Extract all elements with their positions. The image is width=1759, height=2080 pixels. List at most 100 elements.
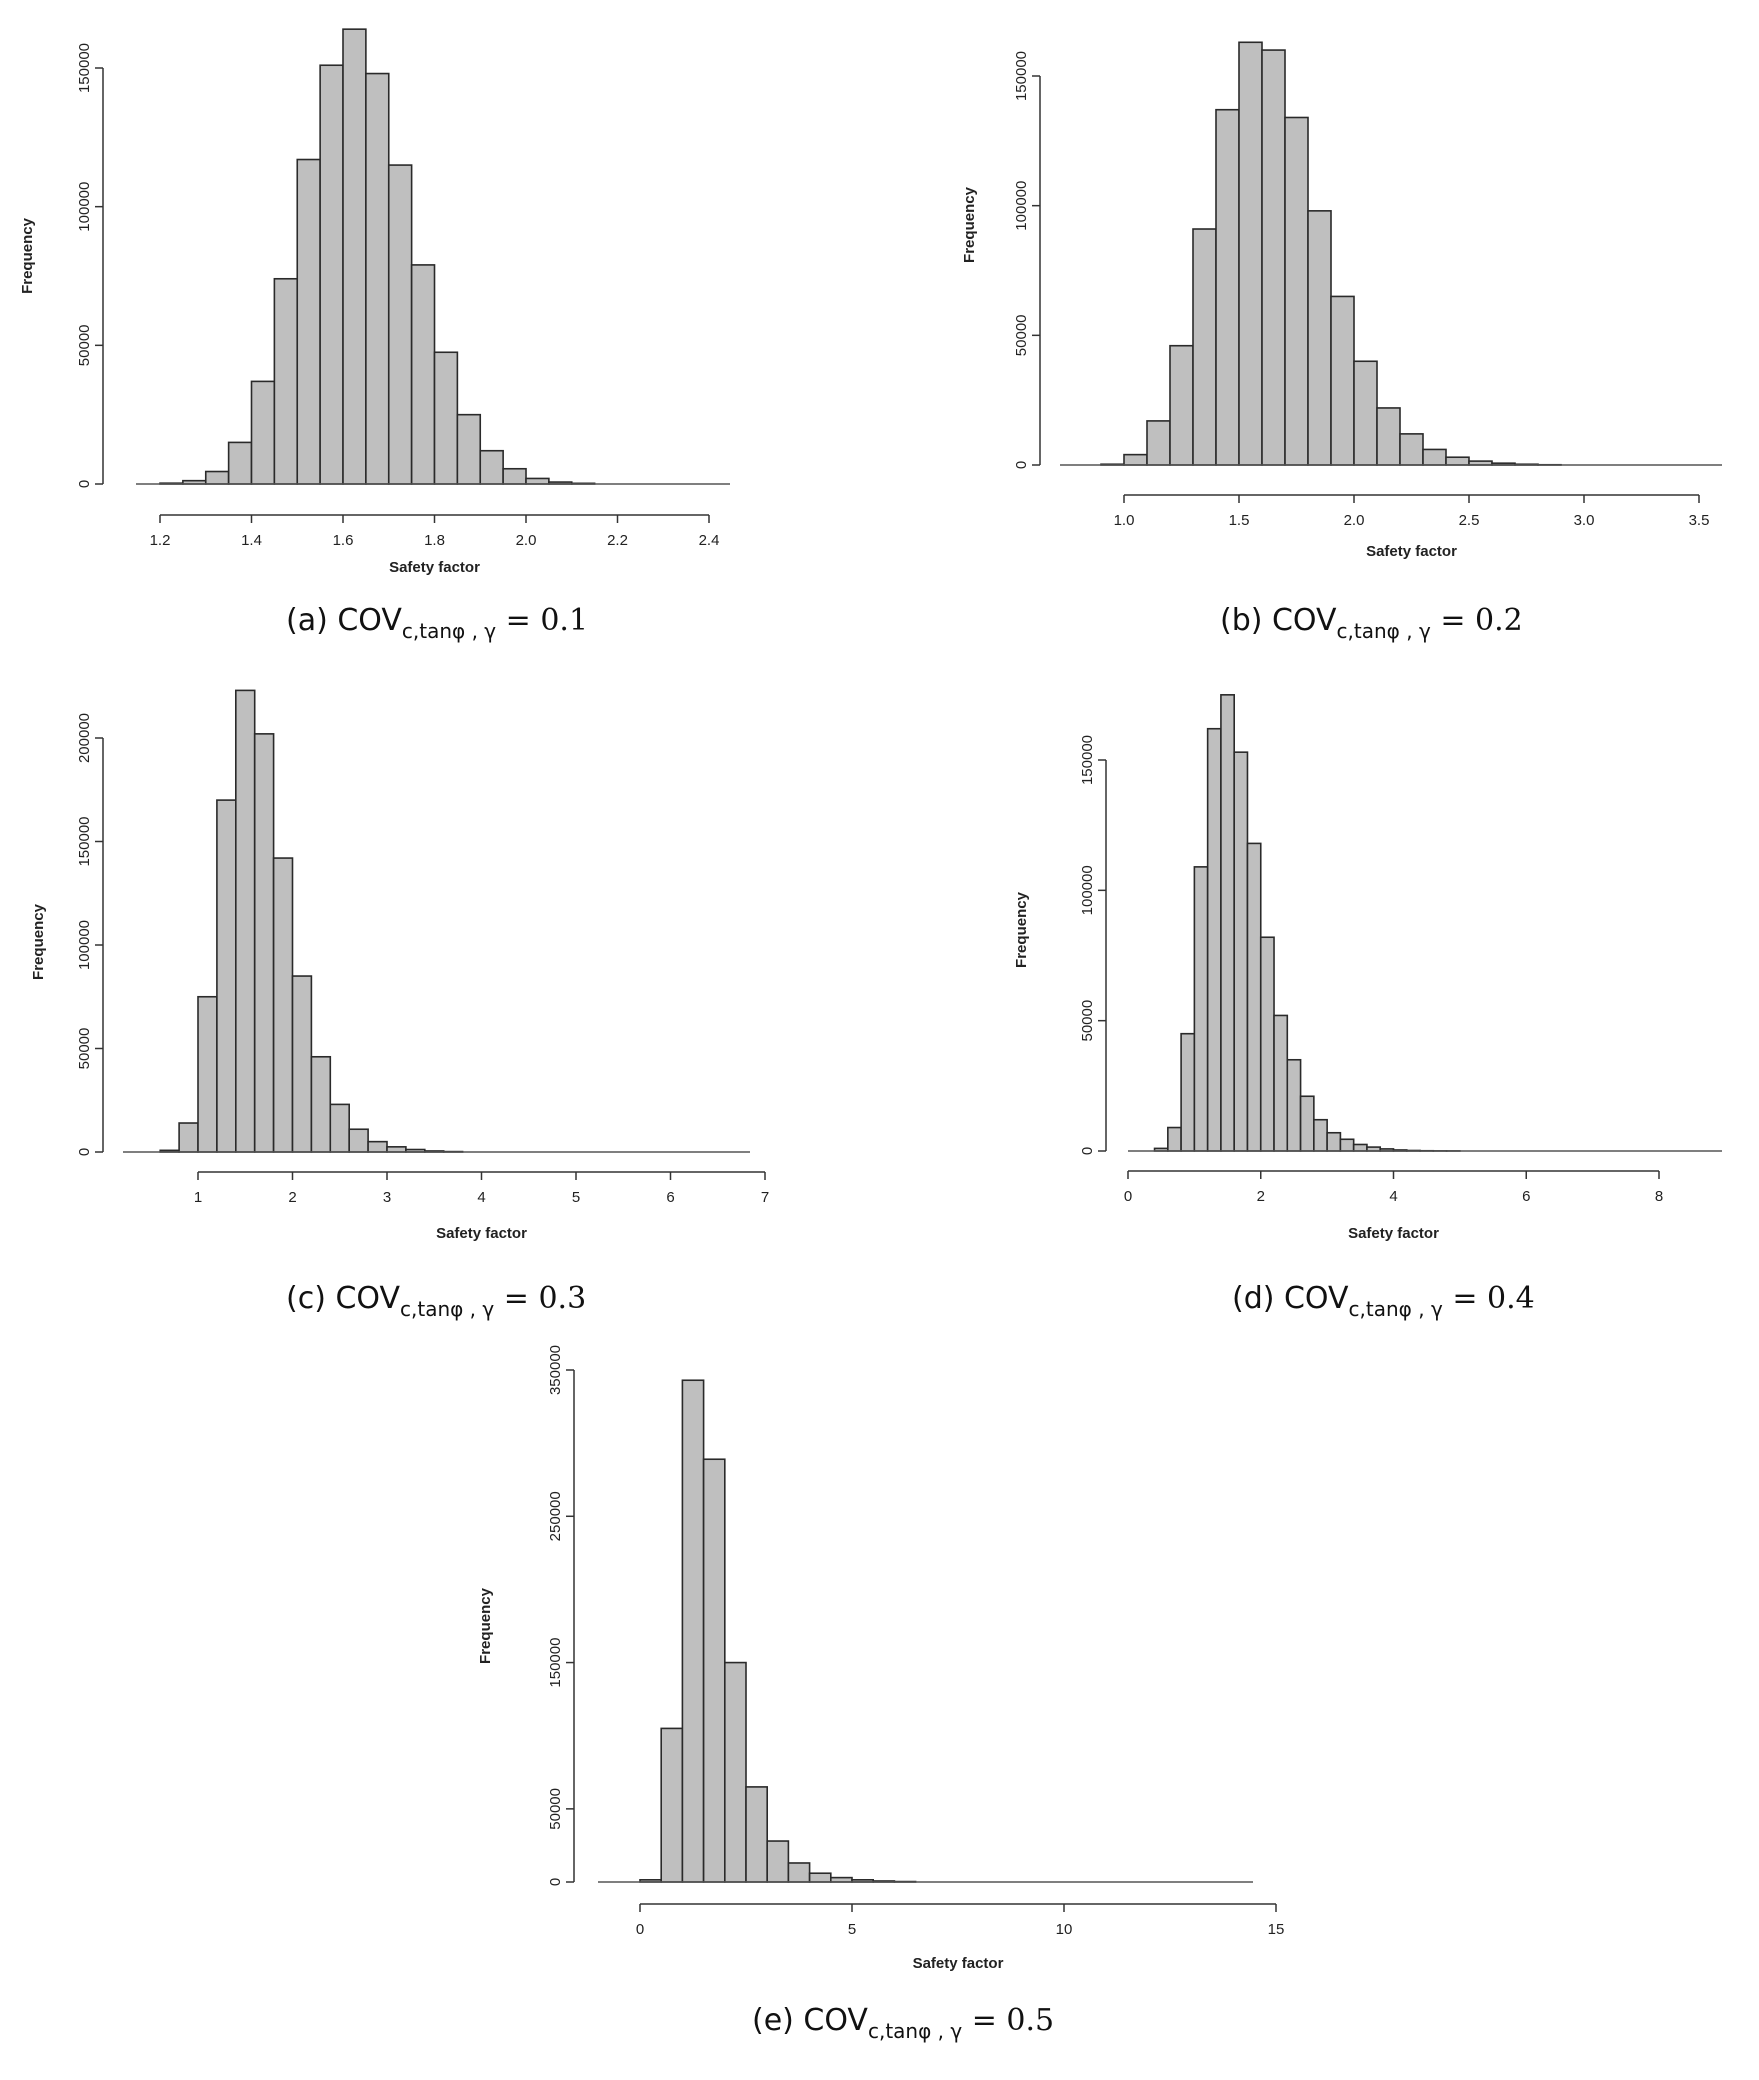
- x-tick-label-c-6: 7: [761, 1189, 769, 1206]
- x-tick-label-b-1: 1.5: [1229, 512, 1250, 529]
- caption-prefix-a: (a) COV: [286, 603, 402, 638]
- x-tick-label-b-0: 1.0: [1114, 512, 1135, 529]
- y-axis-title-e: Frequency: [477, 1587, 494, 1664]
- bar-d-13: [1326, 1131, 1342, 1152]
- bar-e-7: [787, 1862, 811, 1883]
- bar-e-3: [702, 1458, 726, 1883]
- bar-b-10: [1330, 295, 1355, 466]
- histogram-panel-a: 1.2 1.4 1.6 1.8 2.0 2.2 2.4 0 50000 100000 150000 S…: [19, 28, 730, 643]
- x-tick-label-e-3: 15: [1268, 1921, 1285, 1938]
- bar-a-7: [319, 64, 344, 485]
- y-tick-label-c-2: 100000: [76, 920, 93, 970]
- x-tick-label-c-0: 1: [194, 1189, 202, 1206]
- x-tick-label-c-2: 3: [383, 1189, 391, 1206]
- y-axis-title-d: Frequency: [1013, 891, 1030, 968]
- x-axis-title-b: Safety factor: [1366, 543, 1457, 560]
- bar-c-12: [386, 1146, 407, 1153]
- x-tick-label-a-1: 1.4: [241, 532, 262, 549]
- x-tick-label-d-3: 6: [1522, 1188, 1530, 1205]
- y-tick-label-e-4: 350000: [547, 1345, 564, 1395]
- bar-a-9: [365, 72, 390, 485]
- bar-d-14: [1339, 1138, 1355, 1152]
- x-tick-label-b-2: 2.0: [1344, 512, 1365, 529]
- caption-prefix-e: (e) COV: [752, 2003, 868, 2038]
- y-tick-label-a-1: 50000: [76, 324, 93, 366]
- bar-b-15: [1445, 456, 1470, 466]
- bar-c-9: [329, 1103, 350, 1153]
- bar-b-9: [1307, 210, 1332, 466]
- bar-c-2: [197, 995, 218, 1153]
- bar-a-5: [273, 277, 299, 485]
- y-tick-label-d-2: 100000: [1079, 865, 1096, 915]
- x-tick-label-a-0: 1.2: [150, 532, 171, 549]
- y-axis-title-c: Frequency: [30, 903, 47, 980]
- histogram-panel-e: 0 5 10 15 0 50000 150000 250000 350000 Safety fac…: [477, 1345, 1284, 2043]
- y-tick-label-b-0: 0: [1013, 461, 1030, 469]
- bar-a-11: [410, 264, 436, 485]
- bar-d-12: [1313, 1118, 1328, 1152]
- x-axis-title-a: Safety factor: [389, 559, 480, 576]
- x-tick-label-b-3: 2.5: [1459, 512, 1480, 529]
- bar-e-1: [660, 1727, 684, 1883]
- bar-d-4: [1206, 727, 1222, 1152]
- bar-e-4: [723, 1661, 747, 1883]
- y-tick-label-d-1: 50000: [1079, 1000, 1096, 1042]
- bar-d-11: [1299, 1095, 1315, 1152]
- caption-prefix-d: (d) COV: [1232, 1281, 1349, 1316]
- y-tick-label-d-3: 150000: [1079, 735, 1096, 785]
- x-axis-title-e: Safety factor: [913, 1955, 1004, 1972]
- caption-prefix-c: (c) COV: [286, 1281, 400, 1316]
- y-tick-label-d-0: 0: [1079, 1147, 1096, 1155]
- y-tick-label-a-3: 150000: [76, 43, 93, 93]
- x-axis-title-c: Safety factor: [436, 1225, 527, 1242]
- y-tick-label-a-2: 100000: [76, 182, 93, 232]
- bar-b-12: [1376, 407, 1401, 466]
- bar-a-4: [250, 380, 276, 485]
- caption-subscript-d: c,tanφ , γ: [1349, 1297, 1443, 1321]
- bar-b-14: [1422, 448, 1447, 466]
- bar-e-8: [808, 1872, 832, 1883]
- bar-a-16: [525, 477, 550, 485]
- bar-c-1: [178, 1122, 199, 1153]
- x-tick-label-d-2: 4: [1389, 1188, 1397, 1205]
- x-tick-label-e-2: 10: [1056, 1921, 1073, 1938]
- bar-b-13: [1399, 433, 1424, 466]
- bar-d-5: [1220, 694, 1236, 1152]
- bar-b-8: [1284, 116, 1309, 466]
- y-tick-label-e-2: 150000: [547, 1638, 564, 1688]
- y-tick-label-c-1: 50000: [76, 1028, 93, 1070]
- bar-c-3: [216, 799, 237, 1153]
- histogram-panel-d: 0 2 4 6 8 0 50000 100000 150000 Safety factor Freq…: [1013, 694, 1722, 1321]
- x-tick-label-a-3: 1.8: [424, 532, 445, 549]
- y-tick-label-e-0: 0: [547, 1878, 564, 1886]
- histogram-panel-b: 1.0 1.5 2.0 2.5 3.0 3.5 0 50000 100000 150000 Safe…: [961, 41, 1722, 643]
- bar-a-14: [479, 449, 504, 485]
- y-tick-label-b-1: 50000: [1013, 314, 1030, 356]
- x-tick-label-a-6: 2.4: [699, 532, 720, 549]
- caption-subscript-c: c,tanφ , γ: [400, 1297, 494, 1321]
- caption-e: (e) COVc,tanφ , γ = 0.5: [752, 2003, 1054, 2043]
- bar-e-5: [745, 1786, 769, 1883]
- bar-d-15: [1352, 1143, 1368, 1152]
- x-tick-label-e-1: 5: [848, 1921, 856, 1938]
- caption-d: (d) COVc,tanφ , γ = 0.4: [1232, 1281, 1535, 1321]
- y-tick-label-c-3: 150000: [76, 816, 93, 866]
- caption-prefix-b: (b) COV: [1220, 603, 1337, 638]
- bar-c-4: [235, 689, 256, 1153]
- y-tick-label-e-3: 250000: [547, 1491, 564, 1541]
- x-tick-label-a-5: 2.2: [607, 532, 628, 549]
- bar-c-6: [272, 857, 294, 1153]
- bar-c-10: [348, 1128, 369, 1153]
- y-tick-label-c-0: 0: [76, 1148, 93, 1156]
- bar-a-12: [433, 351, 459, 485]
- caption-b: (b) COVc,tanφ , γ = 0.2: [1220, 603, 1523, 643]
- bar-d-3: [1193, 866, 1209, 1152]
- caption-value-d: = 0.4: [1443, 1281, 1535, 1316]
- bar-d-10: [1286, 1058, 1302, 1152]
- caption-subscript-e: c,tanφ , γ: [868, 2019, 962, 2043]
- x-tick-label-a-2: 1.6: [333, 532, 354, 549]
- bar-a-3: [227, 441, 253, 485]
- caption-c: (c) COVc,tanφ , γ = 0.3: [286, 1281, 586, 1321]
- caption-subscript-a: c,tanφ , γ: [402, 619, 496, 643]
